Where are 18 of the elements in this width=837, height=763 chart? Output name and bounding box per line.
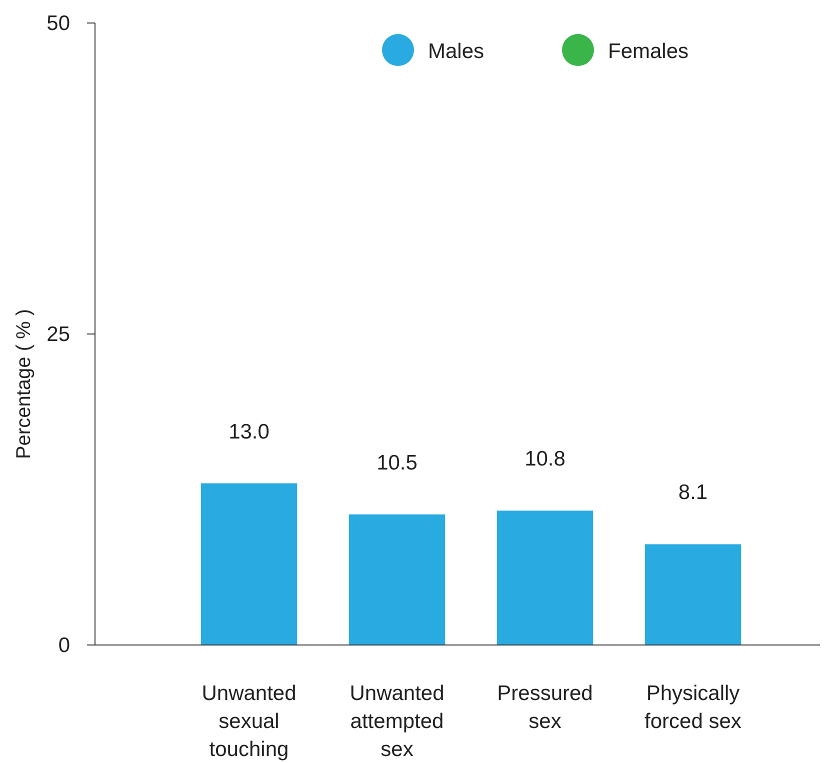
y-tick-label: 50	[46, 12, 70, 35]
y-tick-label: 25	[46, 323, 70, 346]
data-label: 10.8	[524, 448, 566, 471]
bar	[200, 483, 298, 645]
y-axis-title: Percentage ( % )	[13, 308, 35, 460]
x-tick-label: Unwanted sexual touching	[202, 682, 296, 761]
data-label: 10.5	[376, 451, 418, 474]
bar	[348, 514, 446, 645]
bar	[496, 510, 594, 645]
legend-label: Males	[428, 40, 484, 63]
x-tick-label: Physically forced sex	[644, 682, 742, 733]
y-tick-label: 0	[58, 634, 70, 657]
legend-label: Females	[608, 40, 689, 63]
data-label: 13.0	[228, 420, 270, 444]
x-tick-label: Unwanted attempted sex	[350, 682, 444, 761]
data-label: 8.1	[678, 481, 708, 504]
x-tick-label: Pressured sex	[497, 682, 593, 733]
bar	[644, 544, 742, 645]
